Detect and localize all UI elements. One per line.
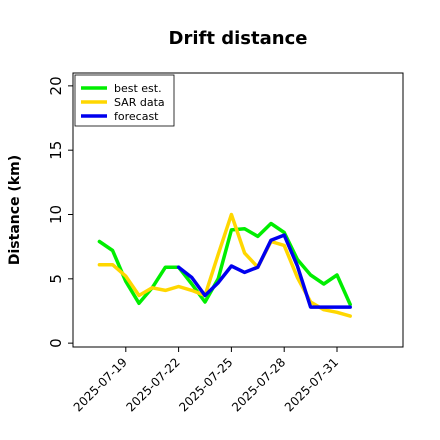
y-tick-label: 0: [47, 338, 65, 348]
x-tick-label: 2025-07-19: [71, 355, 130, 414]
x-axis: 2025-07-192025-07-222025-07-252025-07-28…: [71, 347, 341, 414]
series-layer: [97, 212, 352, 318]
y-tick-label: 20: [47, 76, 65, 95]
y-axis-label: Distance (km): [7, 155, 23, 265]
legend-entry: forecast: [114, 110, 159, 123]
legend-entry: SAR data: [114, 96, 165, 109]
y-tick-label: 15: [47, 141, 65, 160]
chart-title: Drift distance: [169, 28, 308, 49]
plot-frame: [72, 72, 404, 348]
series-line-best-est-: [97, 221, 352, 307]
x-tick-label: 2025-07-25: [176, 355, 235, 414]
y-tick-label: 10: [47, 205, 65, 224]
y-axis: 0 5 10 15 20: [47, 76, 73, 348]
x-tick-label: 2025-07-28: [229, 355, 288, 414]
series-line-forecast: [176, 233, 352, 309]
x-tick-label: 2025-07-31: [282, 355, 341, 414]
x-tick-label: 2025-07-22: [124, 355, 183, 414]
y-tick-label: 5: [47, 274, 65, 284]
legend-entry: best est.: [114, 82, 162, 95]
